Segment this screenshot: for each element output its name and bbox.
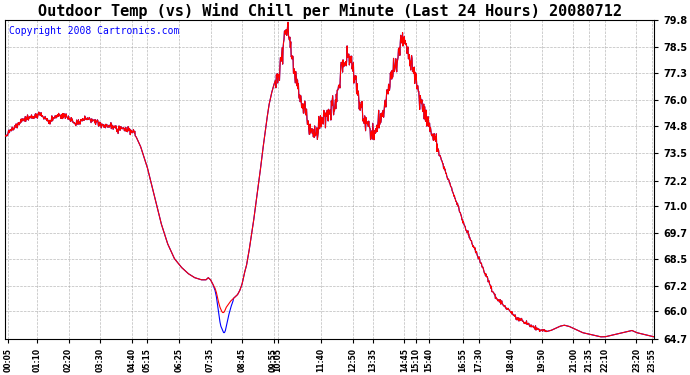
- Text: Copyright 2008 Cartronics.com: Copyright 2008 Cartronics.com: [9, 26, 179, 36]
- Title: Outdoor Temp (vs) Wind Chill per Minute (Last 24 Hours) 20080712: Outdoor Temp (vs) Wind Chill per Minute …: [38, 3, 622, 19]
